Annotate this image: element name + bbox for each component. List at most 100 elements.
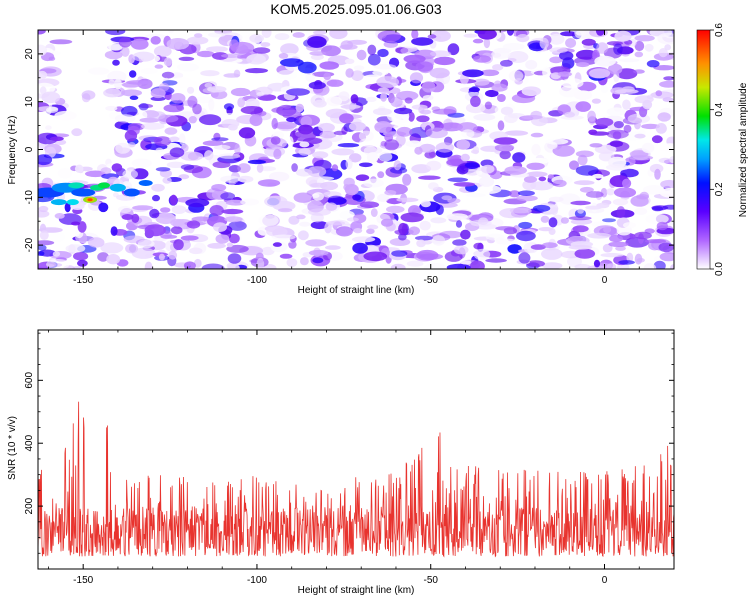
heatmap-blob (245, 98, 260, 109)
heatmap-blob (373, 63, 397, 70)
heatmap-blob (337, 143, 360, 148)
heatmap-blob (447, 112, 465, 118)
heatmap-blob (226, 244, 249, 253)
heatmap-blob (298, 230, 309, 241)
heatmap-blob (106, 254, 121, 265)
heatmap-blob (312, 151, 329, 159)
heatmap-blob (257, 179, 281, 187)
snr-y-label: SNR (10 * v/v) (7, 416, 18, 480)
colorbar-tick-label: 0.2 (714, 182, 725, 196)
heatmap-blob (430, 50, 452, 57)
heatmap-blob (255, 252, 264, 260)
heatmap-blob (339, 113, 354, 124)
heatmap-blob (144, 261, 153, 269)
heatmap-blob (574, 248, 596, 259)
heatmap-blob (212, 161, 231, 169)
heatmap-blob (411, 30, 419, 40)
heatmap-blob (345, 158, 353, 170)
heatmap-blob (326, 96, 343, 107)
heatmap-blob (54, 213, 65, 219)
heatmap-blob (496, 238, 518, 245)
heatmap-blob (311, 193, 320, 198)
heatmap-blob (249, 34, 264, 43)
heatmap-blob (331, 148, 355, 156)
heatmap-blob (300, 115, 313, 128)
heatmap-blob (633, 69, 645, 74)
heatmap-blob (658, 242, 674, 253)
heatmap-blob (155, 212, 176, 225)
heatmap-blob (159, 169, 172, 178)
heatmap-blob (372, 70, 389, 76)
heatmap-blob (634, 133, 646, 139)
heatmap-blob (591, 98, 602, 104)
heatmap-blob (286, 117, 297, 123)
heatmap-blob (256, 163, 264, 173)
heatmap-blob (613, 187, 637, 198)
heatmap-blob (569, 160, 579, 170)
heatmap-blob (340, 104, 361, 109)
heatmap-blob (385, 126, 393, 133)
heatmap-blob (377, 48, 389, 58)
heatmap-blob (659, 143, 674, 152)
heatmap-blob (211, 137, 229, 142)
heatmap-blob (396, 126, 413, 137)
heatmap-blob (194, 33, 203, 38)
heatmap-blob (651, 206, 664, 212)
heatmap-blob (525, 59, 538, 70)
heatmap-blob (636, 194, 649, 200)
snr-x-tick-label: -100 (247, 575, 267, 586)
heatmap-blob (473, 55, 491, 63)
heatmap-blob (416, 249, 439, 261)
heatmap-blob (161, 71, 175, 79)
heatmap-blob (559, 85, 580, 98)
heatmap-blob (114, 78, 122, 90)
heatmap-blob (220, 192, 236, 201)
snr-y-tick-label: 600 (24, 372, 35, 389)
heatmap-blob (574, 30, 585, 39)
heatmap-blob (152, 194, 160, 202)
heatmap-blob (478, 217, 489, 225)
heatmap-blob (77, 259, 88, 267)
figure-title: KOM5.2025.095.01.06.G03 (270, 1, 441, 17)
heatmap-blob (359, 201, 380, 208)
heatmap-blob (206, 46, 228, 52)
heatmap-blob (541, 248, 563, 260)
heatmap-blob (418, 143, 436, 153)
heatmap-blob (393, 160, 402, 171)
heatmap-feature-blob (109, 183, 126, 192)
heatmap-blob (121, 89, 142, 97)
heatmap-blob (168, 250, 178, 260)
heatmap-blob (74, 164, 84, 173)
heatmap-blob (606, 263, 617, 269)
heatmap-blob (403, 54, 426, 64)
heatmap-blob (171, 72, 184, 79)
heatmap-blob (310, 54, 324, 61)
heatmap-blob (72, 266, 82, 269)
heatmap-blob (464, 162, 480, 170)
heatmap-blob (274, 33, 290, 41)
snr-y-tick-label: 200 (24, 497, 35, 514)
heatmap-blob (623, 124, 632, 133)
heatmap-blob (237, 163, 251, 174)
heatmap-blob (162, 177, 172, 184)
heatmap-blob (295, 103, 304, 113)
heatmap-blob (176, 62, 199, 72)
heatmap-blob (104, 50, 123, 60)
heatmap-blob (656, 221, 668, 231)
heatmap-blob (228, 220, 247, 231)
heatmap-blob (115, 142, 131, 154)
heatmap-blob (256, 257, 265, 269)
heatmap-blob (411, 37, 434, 46)
heatmap-blob (426, 160, 442, 171)
heatmap-blob (629, 155, 654, 161)
heatmap-blob (447, 198, 461, 204)
heatmap-blob (658, 48, 668, 58)
heatmap-blob (186, 36, 209, 45)
heatmap-blob (646, 60, 660, 68)
heatmap-blob (150, 36, 161, 45)
heatmap-blob (309, 51, 327, 56)
heatmap-blob (100, 167, 112, 175)
heatmap-blob (507, 51, 529, 63)
heatmap-blob (581, 38, 596, 46)
heatmap-blob (216, 113, 241, 122)
